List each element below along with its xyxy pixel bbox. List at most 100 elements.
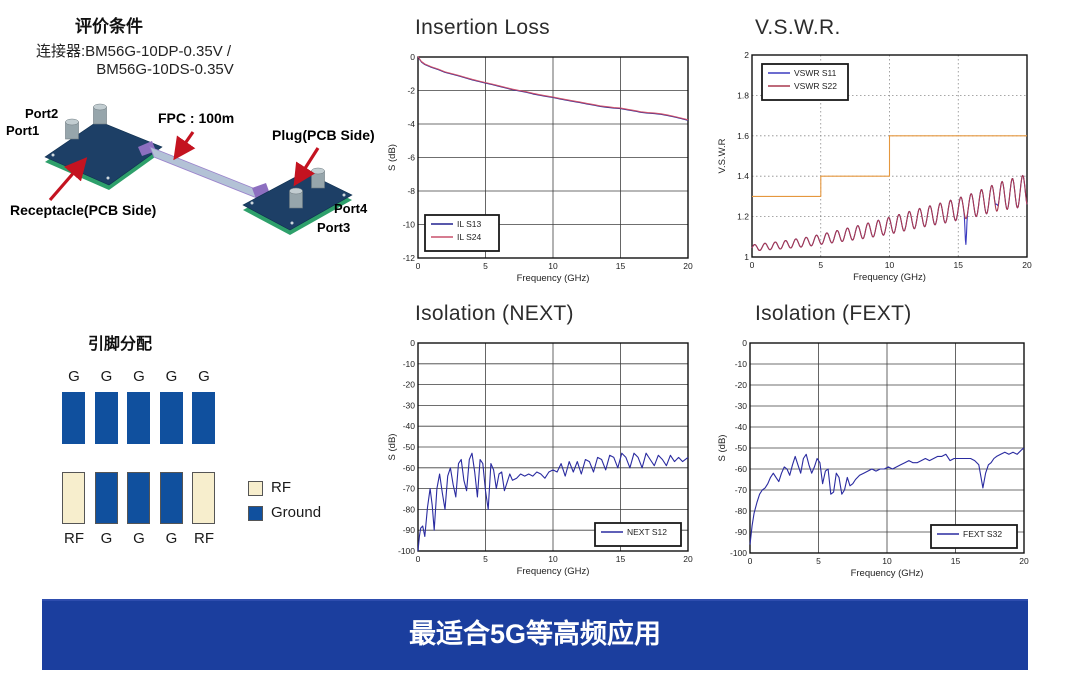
fpc-ribbon	[149, 146, 263, 201]
pin-bottom-label: RF	[194, 530, 214, 547]
isolation-fext-title: Isolation (FEXT)	[755, 302, 912, 325]
chart-legend	[761, 63, 849, 101]
connector-model-line2: BM56G-10DS-0.35V	[96, 61, 234, 78]
legend-label: IL S24	[457, 232, 482, 242]
x-axis-label: Frequency (GHz)	[853, 272, 926, 283]
y-tick-label: -20	[735, 380, 748, 390]
rf-legend-label: RF	[271, 479, 291, 496]
pin-ground	[127, 472, 150, 524]
pin-diagram: G G G G G RF G G G RF	[55, 368, 355, 560]
legend-label: IL S13	[457, 219, 482, 229]
pin-top-label: G	[198, 368, 210, 385]
y-tick-label: -30	[403, 400, 416, 410]
y-tick-label: -50	[735, 443, 748, 453]
plot-border	[417, 56, 689, 259]
y-tick-label: -20	[403, 380, 416, 390]
x-axis-label: Frequency (GHz)	[517, 566, 590, 577]
x-tick-label: 15	[616, 261, 626, 271]
y-tick-label: -4	[407, 119, 415, 129]
x-tick-label: 5	[816, 556, 821, 566]
pin-assignment-title: 引脚分配	[88, 336, 153, 353]
y-tick-label: -10	[403, 220, 416, 230]
y-axis-label: V.S.W.R	[717, 138, 728, 173]
y-tick-label: -80	[735, 506, 748, 516]
y-tick-label: -90	[403, 525, 416, 535]
fpc-plug-left	[138, 141, 156, 156]
y-tick-label: -60	[735, 464, 748, 474]
isolation-fext-chart: 0 5 10 15 20 0 -10 -20 -30 -40 -50 -60 -70 -80 -90 -100…	[717, 338, 1029, 579]
y-tick-label: -40	[735, 422, 748, 432]
y-tick-label: 1	[744, 252, 749, 262]
legend-label: NEXT S12	[627, 527, 667, 537]
x-tick-label: 10	[885, 260, 895, 270]
plot-border	[751, 54, 1028, 258]
plot-border	[417, 342, 689, 552]
pin-bottom-label: G	[133, 530, 145, 547]
y-axis-label: S (dB)	[387, 434, 398, 461]
legend-label: FEXT S32	[963, 529, 1002, 539]
y-tick-label: -90	[735, 527, 748, 537]
pin-ground	[94, 472, 118, 524]
pin-bottom-label: G	[165, 530, 178, 547]
pin-top-label: G	[133, 368, 145, 385]
isolation-next-title: Isolation (NEXT)	[415, 302, 574, 325]
eval-conditions-title: 评价条件	[75, 17, 143, 36]
y-tick-label: -100	[730, 548, 747, 558]
chart-legend	[424, 214, 500, 252]
x-tick-label: 20	[683, 261, 693, 271]
pin-bottom-label: G	[100, 530, 113, 547]
x-tick-label: 0	[750, 260, 755, 270]
conclusion-banner-text: 最适合5G等高频应用	[408, 619, 662, 649]
y-tick-label: -60	[403, 463, 416, 473]
conclusion-banner: 最适合5G等高频应用	[42, 599, 1028, 670]
pin-ground	[159, 392, 183, 444]
insertion-loss-title: Insertion Loss	[415, 16, 550, 39]
y-tick-label: -40	[403, 421, 416, 431]
x-tick-label: 5	[483, 261, 488, 271]
y-tick-label: 0	[410, 338, 415, 348]
fpc-arrow	[173, 131, 196, 161]
series-vswr-s22	[751, 174, 1028, 251]
pin-top-label: G	[100, 368, 113, 385]
port1-label: Port1	[6, 123, 39, 138]
y-tick-label: -2	[407, 86, 415, 96]
x-tick-label: 5	[818, 260, 823, 270]
x-tick-label: 15	[951, 556, 961, 566]
legend-label: VSWR S11	[794, 68, 837, 78]
x-tick-label: 0	[748, 556, 753, 566]
vswr-title: V.S.W.R.	[755, 16, 841, 39]
ground-legend-label: Ground	[271, 504, 322, 521]
x-tick-label: 20	[1022, 260, 1032, 270]
plug-label: Plug(PCB Side)	[272, 127, 375, 143]
fpc-label: FPC : 100m	[158, 110, 234, 126]
y-axis-label: S (dB)	[387, 144, 398, 171]
pin-ground	[62, 392, 85, 444]
series-il-s24	[417, 56, 689, 121]
test-board-illustration: Port2 Port1 FPC : 100m Plug(PCB Side) Re…	[6, 103, 375, 235]
y-tick-label: 1.6	[737, 131, 749, 141]
x-tick-label: 10	[548, 261, 558, 271]
y-tick-label: -10	[403, 359, 416, 369]
y-tick-label: 0	[742, 338, 747, 348]
x-tick-label: 0	[416, 554, 421, 564]
port4-label: Port4	[334, 201, 368, 216]
x-axis-label: Frequency (GHz)	[517, 273, 590, 284]
y-tick-label: 1.4	[737, 171, 749, 181]
legend-label: VSWR S22	[794, 81, 837, 91]
y-tick-label: 2	[744, 50, 749, 60]
y-tick-label: -70	[735, 485, 748, 495]
x-tick-label: 15	[954, 260, 964, 270]
y-tick-label: 0	[410, 52, 415, 62]
port2-label: Port2	[25, 106, 58, 121]
y-tick-label: -80	[403, 504, 416, 514]
insertion-loss-chart: 0 5 10 15 20 0 -2 -4 -6 -8 -10 -12 Frequency (GHz) S …	[387, 52, 693, 284]
y-tick-label: -10	[735, 359, 748, 369]
isolation-next-chart: 0 5 10 15 20 0 -10 -20 -30 -40 -50 -60 -70 -80 -90 -100…	[387, 338, 693, 577]
series-fext-s32	[749, 447, 1025, 545]
x-tick-label: 20	[683, 554, 693, 564]
receptacle-arrow	[48, 157, 88, 202]
chart-legend	[930, 524, 1018, 549]
y-tick-label: 1.2	[737, 212, 749, 222]
pin-top-label: G	[68, 368, 80, 385]
x-axis-label: Frequency (GHz)	[851, 568, 924, 579]
